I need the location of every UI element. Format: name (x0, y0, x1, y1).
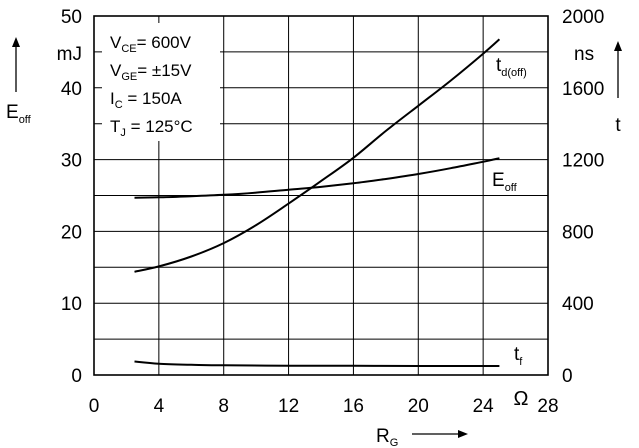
series-label-sub: f (519, 356, 523, 368)
y-left-tick-label: 30 (61, 151, 82, 172)
plot-frame (93, 15, 549, 376)
condition-subscript: GE (121, 71, 137, 83)
y-left-tick-label: 10 (61, 294, 82, 315)
y-right-tick-label: 800 (562, 222, 594, 243)
y-left-label-sub: off (19, 114, 32, 126)
y-right-tick-label: 1200 (562, 151, 604, 172)
condition-subscript: C (115, 99, 123, 111)
x-label-main: R (376, 426, 390, 447)
series-label-main: t (496, 55, 502, 76)
condition-text: VCE= 600V (110, 33, 192, 55)
x-label-sub: G (390, 437, 399, 448)
condition-value: = ±15V (137, 61, 192, 80)
x-unit: Ω (514, 388, 529, 410)
y-right-label: t (615, 115, 621, 136)
grid (94, 16, 548, 375)
condition-text: IC = 150A (110, 89, 182, 111)
x-arrow-head-icon (458, 430, 468, 438)
y-left-unit: mJ (57, 44, 82, 65)
y-left-tick-label: 40 (61, 79, 82, 100)
condition-value: = 125°C (126, 117, 193, 136)
series-line-Eoff (134, 157, 500, 199)
condition-value: = 150A (123, 89, 183, 108)
y-right-tick-label: 2000 (562, 7, 604, 28)
x-tick-label: 8 (218, 396, 229, 417)
series-line-tf (134, 360, 500, 368)
condition-text: TJ = 125°C (110, 117, 193, 139)
condition-subscript: J (120, 127, 126, 139)
condition-symbol: I (110, 89, 115, 108)
series-label-sub: off (505, 182, 518, 194)
condition-symbol: V (110, 61, 122, 80)
series-line-td_off (134, 38, 501, 273)
series-label-tf: tf (514, 344, 523, 368)
y-left-arrow-head-icon (12, 37, 20, 47)
y-right-arrow-head-icon (614, 41, 622, 51)
labels: 0 4 8 12 16 20 24 28010203040500400800120016002… (6, 7, 622, 448)
x-tick-label: 24 (473, 396, 495, 417)
y-right-unit: ns (574, 44, 594, 65)
condition-symbol: T (110, 117, 120, 136)
curves (134, 38, 501, 368)
y-left-label: Eoff (6, 102, 32, 126)
y-left-label-main: E (6, 102, 19, 123)
y-right-tick-label: 1600 (562, 79, 604, 100)
x-tick-label: 16 (343, 396, 364, 417)
condition-text: VGE= ±15V (110, 61, 192, 83)
condition-symbol: V (110, 33, 122, 52)
x-tick-label: 12 (278, 396, 299, 417)
y-right-tick-label: 0 (562, 366, 573, 387)
y-left-tick-label: 20 (61, 222, 82, 243)
x-tick-label: 28 (537, 396, 558, 417)
y-left-tick-label: 0 (71, 366, 82, 387)
series-label-main: E (492, 170, 505, 191)
x-tick-label: 20 (408, 396, 429, 417)
y-left-tick-label: 50 (61, 7, 82, 28)
x-label: RG (376, 426, 398, 448)
condition-subscript: CE (121, 43, 136, 55)
series-label-sub: d(off) (501, 67, 526, 79)
condition-value: = 600V (137, 33, 192, 52)
x-tick-label: 4 (154, 396, 165, 417)
y-right-tick-label: 400 (562, 294, 594, 315)
series-label-td_off: td(off) (496, 55, 527, 79)
series-label-main: t (514, 344, 520, 365)
x-tick-label: 0 (89, 396, 100, 417)
series-label-Eoff: Eoff (492, 170, 518, 194)
conditions-box (102, 23, 220, 141)
